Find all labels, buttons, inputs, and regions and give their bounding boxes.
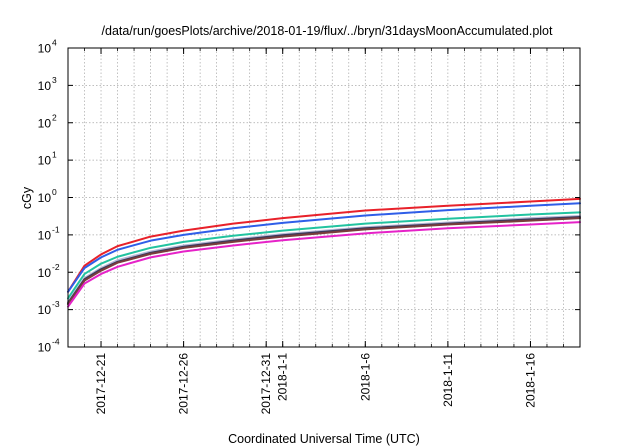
series-line-1 (67, 197, 581, 293)
y-tick-label: 10 (38, 228, 52, 242)
y-tick-label: 10 (38, 303, 52, 317)
x-tick-label: 2018-1-6 (358, 353, 372, 401)
series-line-2 (67, 202, 581, 293)
y-tick-exponent: 0 (52, 187, 57, 197)
series-group (67, 197, 581, 308)
y-tick-exponent: -2 (52, 262, 60, 272)
series-line-7 (67, 221, 581, 308)
y-tick-label: 10 (38, 79, 52, 93)
x-tick-label: 2017-12-31 (259, 353, 273, 415)
series-line-4 (67, 215, 581, 303)
y-tick-exponent: 4 (52, 38, 57, 48)
y-tick-label: 10 (38, 42, 52, 56)
y-tick-label: 10 (38, 341, 52, 355)
x-tick-label: 2017-12-26 (177, 353, 191, 415)
y-tick-exponent: -3 (52, 299, 60, 309)
y-tick-label: 10 (38, 266, 52, 280)
y-tick-exponent: 3 (52, 75, 57, 85)
x-axis-label: Coordinated Universal Time (UTC) (228, 432, 420, 446)
x-tick-label: 2018-1-11 (441, 353, 455, 407)
x-tick-label: 2017-12-21 (94, 353, 108, 415)
y-tick-exponent: 1 (52, 150, 57, 160)
series-line-3 (67, 211, 581, 300)
x-tick-label: 2018-1-16 (523, 353, 537, 408)
x-tick-label: 2018-1-1 (276, 353, 290, 401)
y-tick-exponent: 2 (52, 112, 57, 122)
ticks (68, 47, 580, 348)
y-tick-label: 10 (38, 191, 52, 205)
x-tick-labels: 2017-12-21 2017-12-26 2017-12-31 2018-1-1 20… (94, 353, 537, 415)
y-tick-label: 10 (38, 116, 52, 130)
y-tick-exponent: -1 (52, 224, 60, 234)
series-line-6 (67, 217, 581, 306)
chart-title: /data/run/goesPlots/archive/2018-01-19/f… (102, 24, 553, 38)
grid (68, 48, 580, 347)
y-tick-label: 10 (38, 154, 52, 168)
y-axis-label: cGy (20, 186, 34, 209)
y-tick-exponent: -4 (52, 337, 60, 347)
